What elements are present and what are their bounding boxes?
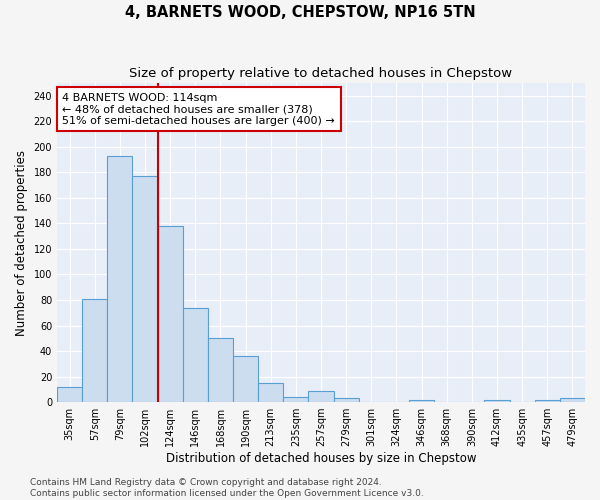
Bar bbox=[208, 338, 233, 402]
Text: Contains HM Land Registry data © Crown copyright and database right 2024.
Contai: Contains HM Land Registry data © Crown c… bbox=[30, 478, 424, 498]
Bar bbox=[183, 308, 208, 402]
Bar bbox=[107, 156, 133, 402]
X-axis label: Distribution of detached houses by size in Chepstow: Distribution of detached houses by size … bbox=[166, 452, 476, 465]
Text: 4, BARNETS WOOD, CHEPSTOW, NP16 5TN: 4, BARNETS WOOD, CHEPSTOW, NP16 5TN bbox=[125, 5, 475, 20]
Bar bbox=[233, 356, 258, 402]
Bar bbox=[560, 398, 585, 402]
Bar bbox=[409, 400, 434, 402]
Bar bbox=[82, 298, 107, 402]
Bar bbox=[334, 398, 359, 402]
Bar bbox=[308, 390, 334, 402]
Bar bbox=[283, 397, 308, 402]
Bar bbox=[133, 176, 158, 402]
Y-axis label: Number of detached properties: Number of detached properties bbox=[15, 150, 28, 336]
Bar bbox=[258, 383, 283, 402]
Title: Size of property relative to detached houses in Chepstow: Size of property relative to detached ho… bbox=[130, 68, 512, 80]
Bar bbox=[158, 226, 183, 402]
Text: 4 BARNETS WOOD: 114sqm
← 48% of detached houses are smaller (378)
51% of semi-de: 4 BARNETS WOOD: 114sqm ← 48% of detached… bbox=[62, 92, 335, 126]
Bar bbox=[57, 387, 82, 402]
Bar bbox=[535, 400, 560, 402]
Bar bbox=[484, 400, 509, 402]
